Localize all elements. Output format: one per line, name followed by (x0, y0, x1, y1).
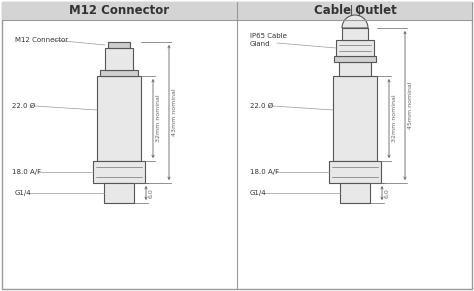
Text: G1/4: G1/4 (250, 190, 266, 196)
Text: IP65 Cable
Gland: IP65 Cable Gland (250, 33, 287, 47)
Bar (237, 2, 472, 20)
Wedge shape (342, 15, 368, 28)
Bar (100, 70, 138, 76)
Bar (339, 62, 371, 76)
Text: G1/4: G1/4 (15, 190, 32, 196)
Bar (97, 76, 141, 161)
Text: 43mm nominal: 43mm nominal (172, 89, 177, 136)
Bar (104, 183, 134, 203)
Text: M12 Connector: M12 Connector (15, 37, 68, 43)
Bar (2, 2, 237, 20)
Text: 22.0 Ø: 22.0 Ø (250, 103, 273, 109)
Text: 45mm nominal: 45mm nominal (408, 82, 413, 129)
Text: M12 Connector: M12 Connector (69, 4, 169, 17)
Text: 6.0: 6.0 (385, 188, 390, 198)
Bar (108, 42, 130, 48)
Text: 6.0: 6.0 (149, 188, 154, 198)
Text: 32mm nominal: 32mm nominal (156, 95, 161, 142)
Bar (333, 76, 377, 161)
Text: 18.0 A/F: 18.0 A/F (250, 169, 279, 175)
Text: 32mm nominal: 32mm nominal (392, 95, 397, 142)
Bar (93, 161, 145, 183)
Bar (340, 183, 370, 203)
Bar (105, 48, 133, 70)
Bar (336, 40, 374, 56)
Bar (334, 56, 376, 62)
Text: 18.0 A/F: 18.0 A/F (12, 169, 41, 175)
Text: Cable Outlet: Cable Outlet (314, 4, 396, 17)
Text: 22.0 Ø: 22.0 Ø (12, 103, 35, 109)
Bar (342, 28, 368, 40)
Bar (329, 161, 381, 183)
